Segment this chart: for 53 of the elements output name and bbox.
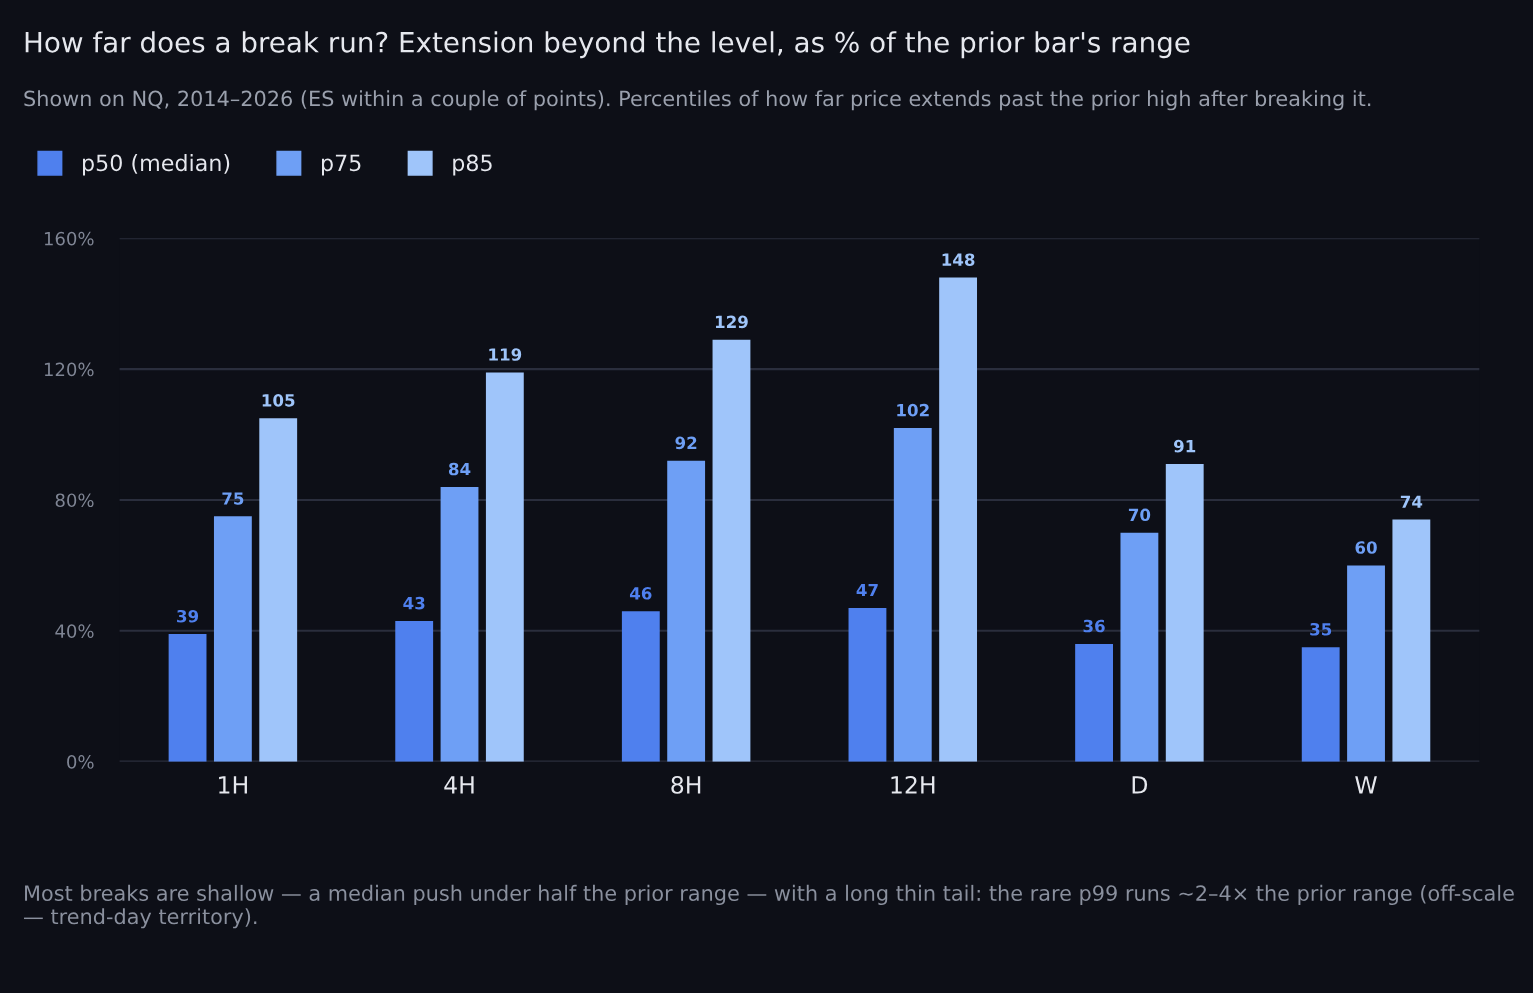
data-label: 60 — [1355, 541, 1377, 554]
bar — [1392, 519, 1431, 762]
x-tick-label: W — [1355, 776, 1377, 794]
data-label: 105 — [262, 394, 295, 407]
legend-label: p85 — [453, 154, 492, 176]
x-tick-label: D — [1132, 776, 1148, 794]
y-tick-label: 120% — [44, 362, 94, 377]
bar — [621, 611, 660, 762]
bar — [395, 620, 434, 762]
y-tick-label: 160% — [44, 231, 94, 246]
data-label: 119 — [489, 348, 522, 361]
data-label: 43 — [403, 596, 425, 610]
chart-title: How far does a break run? Extension beyond the level, as % of the prior bar's range — [25, 31, 1190, 59]
data-label: 92 — [675, 436, 697, 450]
x-tick-label: 1H — [219, 776, 247, 794]
bar — [440, 486, 479, 762]
data-label: 75 — [222, 492, 244, 505]
bar — [213, 516, 252, 762]
bar — [667, 460, 706, 762]
bar — [712, 339, 751, 762]
bar — [485, 372, 524, 762]
bar — [1075, 643, 1113, 762]
bar — [1347, 565, 1385, 762]
bar — [1301, 647, 1340, 762]
bar — [1165, 464, 1204, 762]
text: Most breaks are shallow — a median push under half the prior range — with a long thin tail: the rare p99 runs ~2–4× the prior range (off-scale — trend-day territory). — [24, 884, 1514, 929]
data-label: 74 — [1400, 495, 1423, 508]
data-label: 39 — [177, 609, 199, 623]
data-label: 46 — [629, 587, 652, 600]
data-label: 70 — [1128, 508, 1151, 522]
data-label: 35 — [1310, 622, 1332, 636]
bar — [848, 607, 887, 762]
bar — [893, 428, 932, 762]
legend-label: p50 (median) — [83, 154, 230, 176]
bar — [259, 418, 298, 762]
legend-label: p75 — [321, 154, 361, 176]
x-tick-label: 4H — [444, 776, 474, 794]
x-tick-label: 8H — [671, 775, 701, 794]
x-tick-label: 12H — [891, 775, 935, 794]
y-tick-label: 0% — [67, 755, 94, 769]
data-label: 102 — [897, 403, 929, 417]
bar — [1120, 532, 1159, 762]
bar — [939, 277, 978, 762]
data-label: 91 — [1173, 439, 1196, 453]
y-tick-label: 40% — [55, 624, 94, 638]
data-label: 36 — [1083, 619, 1105, 633]
data-label: 47 — [856, 583, 878, 597]
data-label: 84 — [448, 462, 471, 476]
y-tick-label: 80% — [55, 493, 94, 508]
data-label: 148 — [942, 253, 975, 267]
chart-subtitle: Shown on NQ, 2014–2026 (ES within a couple of points). Percentiles of how far price extends past the prior high after breaking it. — [24, 90, 1371, 111]
bar — [168, 634, 207, 762]
data-label: 129 — [715, 315, 748, 329]
